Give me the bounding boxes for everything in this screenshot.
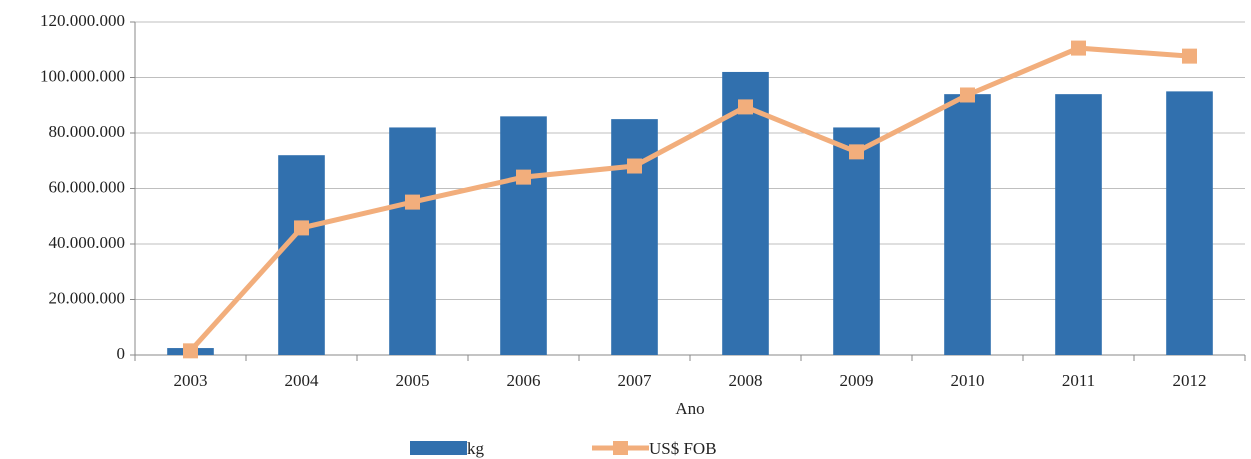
y-tick-label: 80.000.000 <box>49 122 126 141</box>
line <box>188 45 1190 353</box>
bar <box>1055 94 1102 356</box>
line-marker <box>1071 40 1086 56</box>
legend-swatch <box>613 441 628 455</box>
y-tick-label: 100.000.000 <box>40 66 125 85</box>
bar <box>833 127 880 355</box>
line-marker <box>1182 48 1197 64</box>
bar <box>722 71 769 355</box>
y-tick-label: 20.000.000 <box>49 288 126 307</box>
bar <box>389 127 436 355</box>
line-marker <box>405 194 420 210</box>
line-marker <box>183 343 198 359</box>
x-tick-label: 2007 <box>618 371 653 390</box>
x-tick-label: 2004 <box>285 371 320 390</box>
y-tick-label: 40.000.000 <box>49 233 126 252</box>
legend-label: kg <box>467 439 485 458</box>
y-tick-label: 60.000.000 <box>49 177 126 196</box>
bar <box>278 155 325 355</box>
y-tick-label: 0 <box>117 344 126 363</box>
y-tick-label: 120.000.000 <box>40 11 125 30</box>
line-marker <box>960 87 975 103</box>
x-tick-label: 2011 <box>1062 371 1095 390</box>
bar <box>500 116 547 355</box>
line-marker <box>849 144 864 160</box>
line-marker <box>516 169 531 185</box>
bar <box>944 94 991 356</box>
legend-label: US$ FOB <box>649 439 717 458</box>
x-tick-label: 2006 <box>507 371 541 390</box>
x-tick-label: 2008 <box>729 371 763 390</box>
x-tick-label: 2003 <box>174 371 208 390</box>
line-marker <box>627 158 642 174</box>
bar <box>1166 91 1213 355</box>
line-marker <box>294 220 309 236</box>
x-axis-title: Ano <box>675 399 704 418</box>
x-tick-label: 2009 <box>840 371 874 390</box>
legend-swatch <box>410 441 467 455</box>
x-tick-label: 2010 <box>951 371 985 390</box>
x-tick-label: 2012 <box>1173 371 1207 390</box>
line-marker <box>738 99 753 115</box>
x-tick-label: 2005 <box>396 371 430 390</box>
